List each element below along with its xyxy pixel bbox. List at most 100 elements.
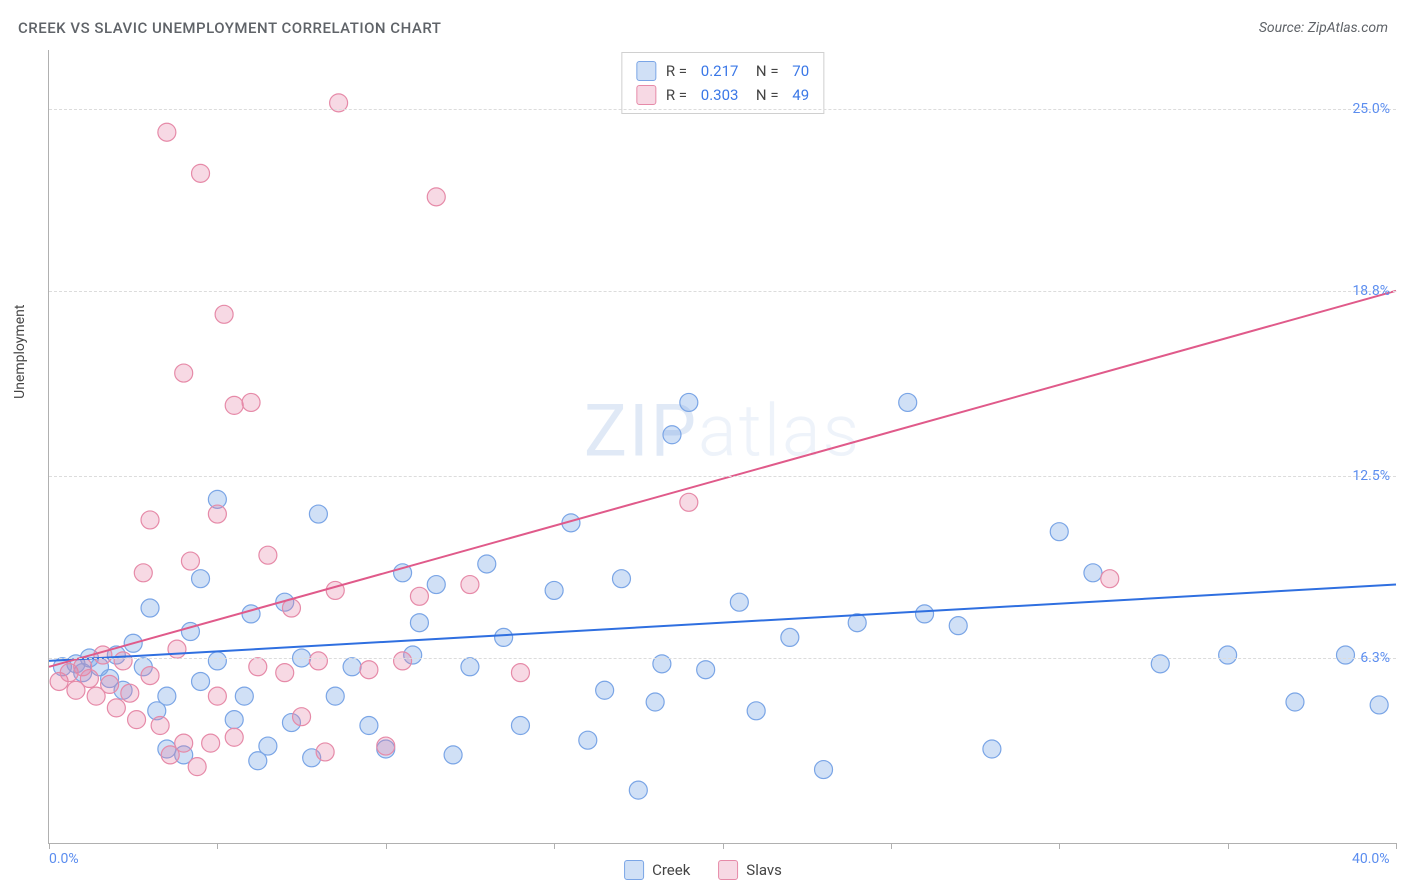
scatter-point (478, 555, 496, 573)
scatter-point (511, 717, 529, 735)
scatter-point (360, 717, 378, 735)
scatter-point (646, 693, 664, 711)
series-legend-item: Creek (624, 860, 690, 880)
x-minor-tick (554, 843, 555, 849)
scatter-point (101, 675, 119, 693)
x-minor-tick (891, 843, 892, 849)
scatter-point (1084, 564, 1102, 582)
scatter-point (1370, 696, 1388, 714)
scatter-point (242, 393, 260, 411)
scatter-point (410, 587, 428, 605)
scatter-point (360, 661, 378, 679)
scatter-point (596, 681, 614, 699)
scatter-point (158, 687, 176, 705)
scatter-point (94, 646, 112, 664)
scatter-point (680, 493, 698, 511)
scatter-point (293, 708, 311, 726)
scatter-point (1101, 570, 1119, 588)
series-legend-item: Slavs (718, 860, 782, 880)
scatter-point (579, 731, 597, 749)
scatter-point (511, 664, 529, 682)
series-legend-label: Slavs (746, 861, 782, 879)
scatter-point (461, 658, 479, 676)
scatter-point (612, 570, 630, 588)
y-tick-label: 18.8% (1352, 283, 1390, 299)
scatter-point (377, 737, 395, 755)
x-tick-label: 0.0% (49, 851, 79, 867)
scatter-point (141, 599, 159, 617)
scatter-point (1336, 646, 1354, 664)
y-tick-label: 25.0% (1352, 101, 1390, 117)
y-tick-label: 6.3% (1360, 650, 1390, 666)
scatter-point (225, 396, 243, 414)
scatter-point (1286, 693, 1304, 711)
scatter-point (309, 505, 327, 523)
chart-header: CREEK VS SLAVIC UNEMPLOYMENT CORRELATION… (18, 14, 1388, 42)
scatter-point (1219, 646, 1237, 664)
scatter-point (208, 652, 226, 670)
x-minor-tick (1396, 843, 1397, 849)
scatter-point (121, 684, 139, 702)
scatter-point (259, 546, 277, 564)
scatter-point (259, 737, 277, 755)
scatter-point (983, 740, 1001, 758)
scatter-point (208, 687, 226, 705)
scatter-point (134, 564, 152, 582)
scatter-point (276, 664, 294, 682)
scatter-point (114, 652, 132, 670)
scatter-point (225, 728, 243, 746)
scatter-point (343, 658, 361, 676)
scatter-point (107, 699, 125, 717)
scatter-point (128, 711, 146, 729)
x-minor-tick (217, 843, 218, 849)
plot-area: ZIPatlas R = 0.217 N = 70 R = 0.303 N = … (48, 50, 1396, 844)
scatter-point (899, 393, 917, 411)
scatter-point (427, 188, 445, 206)
scatter-point (192, 672, 210, 690)
scatter-point (225, 711, 243, 729)
gridline (49, 658, 1396, 659)
scatter-point (1050, 523, 1068, 541)
scatter-point (663, 426, 681, 444)
scatter-point (815, 761, 833, 779)
scatter-point (141, 667, 159, 685)
chart-source: Source: ZipAtlas.com (1259, 20, 1388, 36)
scatter-point (141, 511, 159, 529)
scatter-point (781, 628, 799, 646)
scatter-point (916, 605, 934, 623)
scatter-point (316, 743, 334, 761)
scatter-point (192, 164, 210, 182)
x-minor-tick (1228, 843, 1229, 849)
scatter-point (949, 617, 967, 635)
scatter-point (175, 734, 193, 752)
scatter-point (208, 505, 226, 523)
chart-title: CREEK VS SLAVIC UNEMPLOYMENT CORRELATION… (18, 19, 441, 37)
scatter-point (188, 758, 206, 776)
scatter-point (427, 576, 445, 594)
scatter-point (629, 781, 647, 799)
scatter-point (495, 628, 513, 646)
x-minor-tick (723, 843, 724, 849)
x-minor-tick (386, 843, 387, 849)
scatter-point (158, 123, 176, 141)
scatter-point (80, 670, 98, 688)
scatter-point (444, 746, 462, 764)
x-tick-label: 40.0% (1352, 851, 1390, 867)
gridline (49, 109, 1396, 110)
scatter-point (697, 661, 715, 679)
x-minor-tick (1059, 843, 1060, 849)
scatter-point (747, 702, 765, 720)
legend-swatch-slavs (718, 860, 738, 880)
scatter-point (202, 734, 220, 752)
scatter-point (309, 652, 327, 670)
scatter-point (545, 581, 563, 599)
y-tick-label: 12.5% (1352, 468, 1390, 484)
scatter-point (730, 593, 748, 611)
trend-line (49, 291, 1396, 667)
x-minor-tick (49, 843, 50, 849)
gridline (49, 291, 1396, 292)
scatter-point (181, 552, 199, 570)
scatter-point (410, 614, 428, 632)
gridline (49, 476, 1396, 477)
chart-svg (49, 50, 1396, 843)
